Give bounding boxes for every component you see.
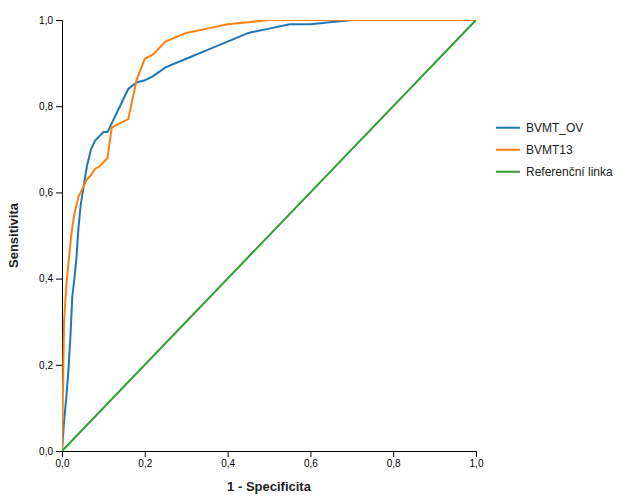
x-axis-title: 1 - Specificita bbox=[227, 479, 312, 494]
y-tick: 0,6 bbox=[39, 187, 62, 198]
y-tick-label: 0,8 bbox=[39, 101, 53, 112]
series-line bbox=[62, 20, 476, 451]
x-tick: 0,0 bbox=[56, 451, 70, 469]
legend-label: Referenční linka bbox=[526, 165, 613, 179]
y-tick-mark bbox=[56, 192, 62, 193]
y-tick-label: 1,0 bbox=[39, 15, 53, 26]
y-axis: 0,0 0,2 0,4 0,6 0,8 1,0 bbox=[39, 15, 62, 457]
chart-container: 0,0 0,2 0,4 0,6 0,8 1,0 0,0 0,2 0,4 0,6 0,8 1,0 1 - … bbox=[0, 0, 626, 501]
plot: 0,0 0,2 0,4 0,6 0,8 1,0 0,0 0,2 0,4 0,6 0,8 1,0 1 - … bbox=[6, 15, 484, 494]
y-tick-label: 0,2 bbox=[39, 360, 53, 371]
y-tick-mark bbox=[56, 451, 62, 452]
legend-label: BVMT_OV bbox=[526, 121, 583, 135]
x-tick: 0,6 bbox=[304, 451, 318, 469]
y-tick: 0,0 bbox=[39, 446, 62, 457]
x-tick: 0,4 bbox=[221, 451, 235, 469]
x-tick-label: 0,0 bbox=[56, 458, 70, 469]
legend-label: BVMT13 bbox=[526, 143, 573, 157]
x-tick: 0,2 bbox=[138, 451, 152, 469]
x-tick-mark bbox=[310, 451, 311, 457]
y-tick-label: 0,0 bbox=[39, 446, 53, 457]
legend-item: BVMT13 bbox=[496, 143, 573, 157]
y-axis-title: Sensitivita bbox=[6, 202, 21, 268]
y-tick: 1,0 bbox=[39, 15, 62, 26]
y-tick-mark bbox=[56, 106, 62, 107]
series-line bbox=[62, 20, 476, 451]
x-tick-label: 0,4 bbox=[221, 458, 235, 469]
x-axis-line bbox=[63, 452, 477, 458]
y-tick: 0,4 bbox=[39, 273, 62, 284]
legend-swatch bbox=[496, 127, 520, 129]
series-line bbox=[62, 20, 476, 451]
x-tick-label: 0,2 bbox=[138, 458, 152, 469]
y-tick: 0,8 bbox=[39, 101, 62, 112]
x-axis: 0,0 0,2 0,4 0,6 0,8 1,0 bbox=[56, 451, 484, 469]
y-tick-mark bbox=[56, 20, 62, 21]
x-tick-mark bbox=[145, 451, 146, 457]
x-tick: 0,8 bbox=[387, 451, 401, 469]
y-axis-line bbox=[56, 21, 63, 452]
x-tick-label: 0,8 bbox=[387, 458, 401, 469]
legend-item: Referenční linka bbox=[496, 165, 613, 179]
x-tick-label: 1,0 bbox=[470, 458, 484, 469]
lines bbox=[62, 20, 476, 451]
x-tick-mark bbox=[393, 451, 394, 457]
legend-swatch bbox=[496, 149, 520, 151]
y-tick-label: 0,6 bbox=[39, 187, 53, 198]
y-tick-mark bbox=[56, 279, 62, 280]
y-tick-mark bbox=[56, 365, 62, 366]
legend-swatch bbox=[496, 171, 520, 173]
legend: BVMT_OV BVMT13 Referenční linka bbox=[496, 121, 613, 179]
x-tick-mark bbox=[228, 451, 229, 457]
y-tick-label: 0,4 bbox=[39, 273, 53, 284]
legend-item: BVMT_OV bbox=[496, 121, 583, 135]
x-tick: 1,0 bbox=[470, 451, 484, 469]
x-tick-label: 0,6 bbox=[304, 458, 318, 469]
x-tick-mark bbox=[476, 451, 477, 457]
chart-svg: 0,0 0,2 0,4 0,6 0,8 1,0 0,0 0,2 0,4 0,6 0,8 1,0 1 - … bbox=[0, 0, 626, 501]
y-tick: 0,2 bbox=[39, 360, 62, 371]
